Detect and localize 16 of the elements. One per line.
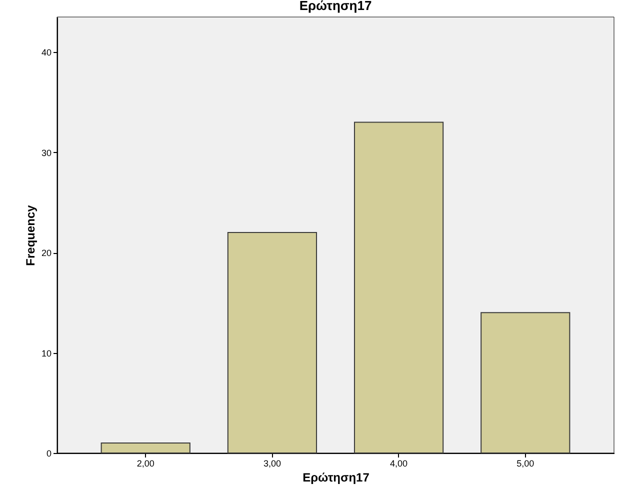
chart-title: Ερώτηση17	[299, 0, 372, 13]
x-tick-label: 5,00	[516, 458, 534, 468]
bar	[227, 232, 318, 454]
y-tick-label: 0	[46, 448, 52, 458]
x-tick-label: 3,00	[263, 458, 281, 468]
y-tick-label: 20	[41, 248, 52, 258]
bar	[480, 312, 570, 454]
y-axis-title: Frequency	[23, 204, 38, 266]
x-tick-label: 4,00	[390, 458, 408, 468]
y-tick-label: 40	[41, 48, 52, 58]
x-tick-label: 2,00	[136, 458, 154, 468]
x-axis-title: Ερώτηση17	[302, 470, 370, 484]
bar	[354, 122, 444, 454]
y-tick-label: 10	[41, 348, 52, 358]
y-tick-label: 30	[41, 148, 52, 158]
bar	[100, 442, 190, 454]
